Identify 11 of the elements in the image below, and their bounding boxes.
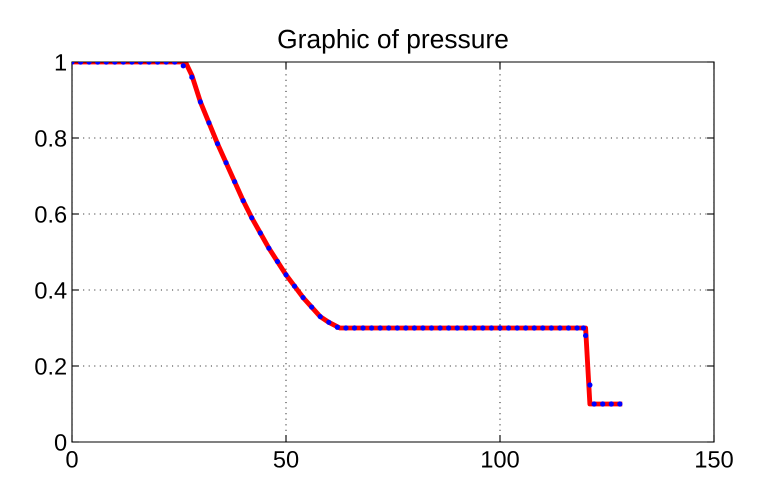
x-tick-label: 50 <box>274 450 298 468</box>
x-tick-label: 0 <box>66 450 78 468</box>
y-tick-label: 0.4 <box>35 282 66 299</box>
y-tick-label: 0 <box>54 434 66 451</box>
x-tick-label: 100 <box>482 450 519 468</box>
y-tick-label: 0.6 <box>35 206 66 223</box>
chart-title: Graphic of pressure <box>278 28 508 54</box>
y-tick-label: 1 <box>56 54 66 71</box>
y-tick-label: 0.8 <box>35 130 66 147</box>
y-tick-label: 0.2 <box>35 358 66 375</box>
x-tick-label: 150 <box>696 450 733 468</box>
